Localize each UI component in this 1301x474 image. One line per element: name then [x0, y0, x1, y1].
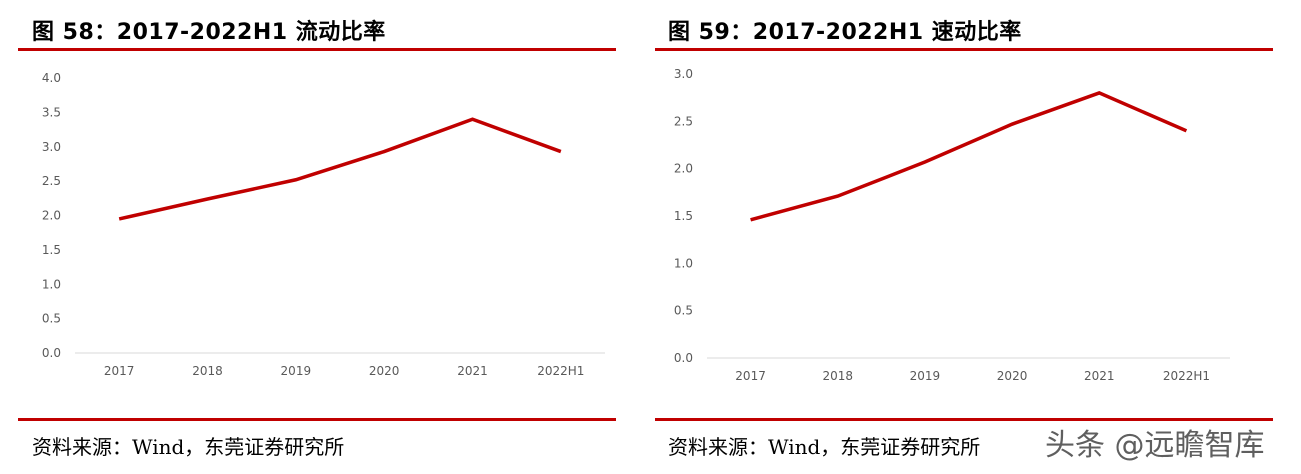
left-xtick-label: 2019	[281, 364, 312, 378]
left-ytick-label: 1.0	[42, 277, 61, 291]
right-xtick-label: 2018	[822, 369, 853, 383]
left-xtick-label: 2021	[457, 364, 488, 378]
watermark: 头条 @远瞻智库	[1045, 428, 1265, 463]
right-xtick-label: 2022H1	[1163, 369, 1210, 383]
right-chart-panel: 图 59：2017-2022H1 速动比率 0.0 0.5 1.0 1.5 2.0 2.5…	[655, 0, 1301, 474]
right-xtick-label: 2020	[997, 369, 1028, 383]
left-line-chart: 0.0 0.5 1.0 1.5 2.0 2.5 3.0 3.5 4.0 2017 2018 2019 2…	[42, 71, 605, 378]
left-xtick-label: 2018	[192, 364, 223, 378]
left-ytick-label: 3.5	[42, 105, 61, 119]
left-ytick-label: 2.5	[42, 174, 61, 188]
right-ytick-label: 2.5	[674, 114, 693, 128]
right-source-rule	[655, 418, 1273, 421]
left-title-rule	[18, 48, 616, 51]
left-ytick-label: 3.0	[42, 140, 61, 154]
left-source-note: 资料来源：Wind，东莞证券研究所	[32, 435, 345, 459]
left-ytick-label: 0.5	[42, 312, 61, 326]
left-xtick-label: 2017	[104, 364, 135, 378]
right-line-chart: 0.0 0.5 1.0 1.5 2.0 2.5 3.0 2017 2018 2019 2020 202…	[674, 67, 1230, 383]
left-chart-title: 图 58：2017-2022H1 流动比率	[32, 20, 386, 45]
left-xtick-label: 2022H1	[537, 364, 584, 378]
right-series-line	[750, 91, 1188, 222]
right-ytick-label: 0.5	[674, 304, 693, 318]
right-chart-title: 图 59：2017-2022H1 速动比率	[668, 20, 1022, 45]
right-xtick-label: 2019	[910, 369, 941, 383]
right-source-note: 资料来源：Wind，东莞证券研究所	[668, 435, 981, 459]
left-xtick-label: 2020	[369, 364, 400, 378]
right-ytick-label: 0.0	[674, 351, 693, 365]
right-title-rule	[655, 48, 1273, 51]
right-ytick-label: 1.5	[674, 209, 693, 223]
left-ytick-label: 4.0	[42, 71, 61, 85]
left-source-rule	[18, 418, 616, 421]
left-ytick-label: 2.0	[42, 209, 61, 223]
right-xtick-label: 2017	[735, 369, 766, 383]
left-ytick-label: 0.0	[42, 346, 61, 360]
left-series-line	[118, 117, 562, 221]
right-xtick-label: 2021	[1084, 369, 1115, 383]
left-chart-panel: 图 58：2017-2022H1 流动比率 0.0 0.5 1.0 1.5 2.0 2.5…	[0, 0, 630, 474]
right-ytick-label: 3.0	[674, 67, 693, 81]
right-ytick-label: 1.0	[674, 256, 693, 270]
right-ytick-label: 2.0	[674, 162, 693, 176]
left-ytick-label: 1.5	[42, 243, 61, 257]
